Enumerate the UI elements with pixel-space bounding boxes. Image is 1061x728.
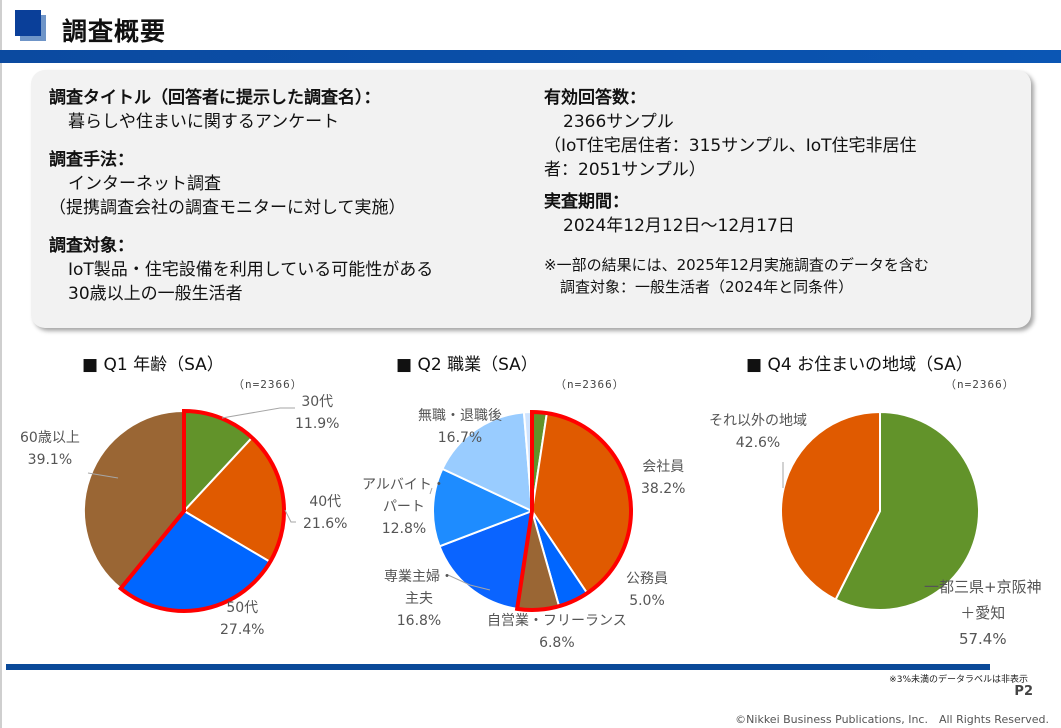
q4-label-metro-value: 57.4% [958, 630, 1007, 648]
q2-label-homemaker-value: 16.8% [396, 613, 442, 629]
info-value-method-detail: （提携調査会社の調査モニターに対して実施） [49, 198, 406, 218]
page-title: 調査概要 [62, 17, 167, 46]
highlight-outline-q1 [514, 409, 633, 612]
leader-lines [87, 407, 784, 591]
q1-label-50s-name: 50代 [226, 600, 259, 616]
info-value-target-1: IoT製品・住宅設備を利用している可能性がある [68, 260, 434, 280]
info-heading-method: 調査手法： [49, 150, 134, 170]
q1-label-60plus-name: 60歳以上 [20, 430, 80, 446]
q4-pie [780, 410, 980, 611]
q1-chart-title: ■ Q1 年齢（SA） [82, 355, 224, 375]
q2-label-homemaker-name-2: 主夫 [405, 591, 433, 607]
header-bar [0, 50, 1061, 63]
q2-n-label: （n=2366） [555, 378, 625, 391]
info-note-1: ※一部の結果には、2025年12月実施調査のデータを含む [544, 256, 929, 274]
q2-label-parttime: アルバイト・ パート 12.8% [362, 474, 446, 540]
q2-label-selfemployed-value: 6.8% [539, 635, 575, 651]
q4-label-metro: 一都三県+京阪神 ＋愛知 57.4% [924, 574, 1042, 652]
info-value-responses: 2366サンプル [563, 112, 674, 132]
info-right-column: 有効回答数： 2366サンプル （IoT住宅居住者：315サンプル、IoT住宅非… [544, 86, 964, 298]
q2-label-selfemployed: 自営業・フリーランス 6.8% [487, 610, 627, 654]
pie-slice-q2-1 [780, 410, 881, 601]
leader-line-q1-60 [87, 472, 119, 479]
footer-bar [6, 664, 990, 670]
q4-n-label: （n=2366） [945, 378, 1015, 391]
q2-label-company: 会社員 38.2% [641, 456, 685, 500]
q4-label-other: それ以外の地域 42.6% [709, 410, 807, 454]
info-heading-target: 調査対象： [49, 236, 134, 256]
q1-n-label: （n=2366） [233, 378, 303, 391]
q1-label-40s-name: 40代 [309, 494, 342, 510]
q4-label-metro-name-2: ＋愛知 [960, 604, 1006, 622]
copyright: ©Nikkei Business Publications, Inc. All … [735, 713, 1049, 726]
q1-label-30s-name: 30代 [301, 394, 334, 410]
q2-chart-title: ■ Q2 職業（SA） [396, 355, 538, 375]
info-value-target-2: 30歳以上の一般生活者 [68, 284, 243, 304]
q1-label-30s-value: 11.9% [295, 416, 340, 432]
q2-label-homemaker-name-1: 専業主婦・ [384, 569, 454, 585]
q2-label-company-name: 会社員 [642, 459, 685, 475]
info-heading-period: 実査期間： [544, 192, 629, 212]
leader-line-q2-arubai [429, 487, 433, 495]
q1-label-60plus: 60歳以上 39.1% [20, 427, 80, 471]
q2-label-civil-name: 公務員 [626, 571, 668, 587]
q1-label-60plus-value: 39.1% [27, 452, 73, 468]
info-heading-responses: 有効回答数： [544, 88, 646, 108]
q2-pie [432, 409, 633, 612]
pie-slice-q1-6 [441, 411, 534, 513]
q2-label-parttime-name-1: アルバイト・ [362, 477, 446, 493]
q1-label-50s-value: 27.4% [220, 622, 265, 638]
info-value-title: 暮らしや住まいに関するアンケート [68, 112, 340, 132]
info-value-method: インターネット調査 [68, 174, 221, 194]
q4-label-metro-name-1: 一都三県+京阪神 [924, 578, 1042, 596]
title-marker-icon [15, 10, 41, 36]
info-value-responses-detail-1: （IoT住宅居住者：315サンプル、IoT住宅非居住 [544, 136, 917, 156]
q2-label-parttime-value: 12.8% [381, 521, 427, 537]
info-left-column: 調査タイトル（回答者に提示した調査名）： 暮らしや住まいに関するアンケート 調査… [49, 86, 433, 306]
footer-note: ※3%未満のデータラベルは非表示 [889, 675, 1028, 685]
q2-label-company-value: 38.2% [641, 481, 686, 497]
q2-label-unemployed: 無職・退職後 16.7% [418, 405, 502, 449]
leader-line-q1-40 [284, 509, 296, 523]
q2-label-unemployed-value: 16.7% [437, 430, 483, 446]
survey-info-box: 調査タイトル（回答者に提示した調査名）： 暮らしや住まいに関するアンケート 調査… [31, 70, 1031, 328]
info-note-2: 調査対象：一般生活者（2024年と同条件） [560, 278, 854, 296]
q4-label-other-name: それ以外の地域 [709, 413, 807, 429]
q1-label-30s: 30代 11.9% [295, 391, 339, 435]
info-value-responses-detail-2: 者：2051サンプル） [544, 160, 706, 180]
pie-slice-q1-5 [432, 467, 535, 548]
q2-label-civil: 公務員 5.0% [626, 568, 668, 612]
info-heading-title: 調査タイトル（回答者に提示した調査名）： [49, 88, 381, 108]
pie-slice-q1-4 [438, 509, 534, 611]
leader-line-q2-shufu [447, 574, 491, 591]
q2-label-parttime-name-2: パート [382, 499, 425, 515]
q4-chart-title: ■ Q4 お住まいの地域（SA） [746, 355, 973, 375]
leader-line-q1-30 [221, 407, 295, 419]
q2-label-civil-value: 5.0% [629, 593, 665, 609]
pie-slice-q0-3 [83, 409, 185, 590]
q2-label-selfemployed-name: 自営業・フリーランス [487, 613, 627, 629]
info-value-period: 2024年12月12日～12月17日 [563, 216, 795, 236]
q1-label-50s: 50代 27.4% [220, 597, 264, 641]
q2-label-homemaker: 専業主婦・主夫 16.8% [384, 566, 454, 632]
q2-label-unemployed-name: 無職・退職後 [418, 408, 502, 424]
q1-label-40s: 40代 21.6% [303, 491, 347, 535]
pie-slice-q2-0 [834, 410, 980, 611]
highlight-outline-q0 [117, 408, 286, 613]
page-number: P2 [1014, 684, 1033, 699]
q1-label-40s-value: 21.6% [303, 516, 348, 532]
left-border [0, 0, 2, 728]
q1-pie [83, 408, 286, 613]
q4-label-other-value: 42.6% [735, 435, 781, 451]
